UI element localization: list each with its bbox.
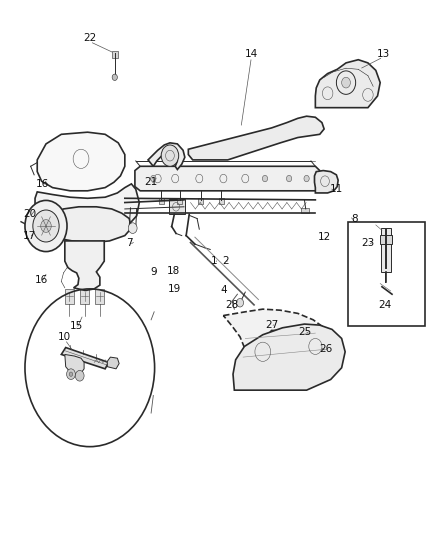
- Bar: [381, 228, 391, 272]
- Polygon shape: [148, 143, 185, 169]
- Polygon shape: [65, 241, 104, 290]
- Bar: [159, 198, 164, 204]
- Text: 23: 23: [361, 238, 374, 247]
- Text: 4: 4: [220, 286, 227, 295]
- Circle shape: [342, 77, 350, 88]
- Polygon shape: [107, 357, 119, 369]
- Circle shape: [25, 200, 67, 252]
- Circle shape: [75, 370, 84, 381]
- Circle shape: [264, 316, 272, 326]
- Polygon shape: [35, 184, 139, 239]
- Text: 17: 17: [23, 231, 36, 240]
- Text: 1: 1: [211, 256, 218, 266]
- Text: 14: 14: [245, 50, 258, 59]
- Text: 12: 12: [318, 232, 331, 242]
- Text: 16: 16: [36, 179, 49, 189]
- Circle shape: [33, 210, 59, 242]
- Circle shape: [41, 220, 51, 232]
- Circle shape: [69, 372, 73, 376]
- Circle shape: [128, 223, 137, 233]
- Text: 20: 20: [23, 209, 36, 219]
- Bar: [65, 289, 74, 304]
- Bar: [80, 289, 89, 304]
- Circle shape: [300, 332, 306, 338]
- Text: 11: 11: [330, 184, 343, 194]
- Polygon shape: [47, 207, 131, 243]
- Text: 24: 24: [378, 300, 391, 310]
- Text: 28: 28: [226, 300, 239, 310]
- Bar: [177, 198, 182, 204]
- Text: 18: 18: [166, 266, 180, 276]
- Text: 21: 21: [145, 177, 158, 187]
- Polygon shape: [188, 116, 324, 160]
- Text: 15: 15: [70, 321, 83, 331]
- Bar: [219, 198, 224, 204]
- Text: 8: 8: [351, 214, 358, 223]
- Text: 27: 27: [265, 320, 278, 330]
- Polygon shape: [61, 348, 109, 369]
- Circle shape: [67, 369, 75, 379]
- Polygon shape: [314, 171, 338, 193]
- Polygon shape: [135, 166, 320, 191]
- Bar: [380, 235, 392, 244]
- Polygon shape: [233, 324, 345, 390]
- Polygon shape: [315, 60, 380, 108]
- Text: 25: 25: [298, 327, 311, 336]
- Circle shape: [304, 175, 309, 182]
- Circle shape: [112, 74, 117, 80]
- Text: 2: 2: [222, 256, 229, 266]
- Text: 22: 22: [83, 34, 96, 43]
- Text: 26: 26: [320, 344, 333, 354]
- Text: 10: 10: [58, 332, 71, 342]
- Bar: [348, 222, 425, 326]
- Bar: [169, 199, 185, 214]
- Bar: [95, 289, 104, 304]
- Circle shape: [286, 175, 292, 182]
- Text: 19: 19: [168, 284, 181, 294]
- Bar: [301, 208, 309, 213]
- Text: 9: 9: [150, 267, 157, 277]
- Text: 7: 7: [126, 238, 133, 247]
- Text: 16: 16: [35, 275, 48, 285]
- Circle shape: [262, 175, 268, 182]
- Polygon shape: [265, 330, 309, 364]
- Circle shape: [237, 298, 244, 307]
- Polygon shape: [223, 309, 334, 373]
- Polygon shape: [37, 132, 125, 191]
- Bar: [198, 198, 203, 204]
- Polygon shape: [65, 354, 84, 374]
- Bar: [112, 51, 118, 58]
- Circle shape: [161, 145, 179, 166]
- Circle shape: [151, 175, 156, 182]
- Text: 13: 13: [377, 50, 390, 59]
